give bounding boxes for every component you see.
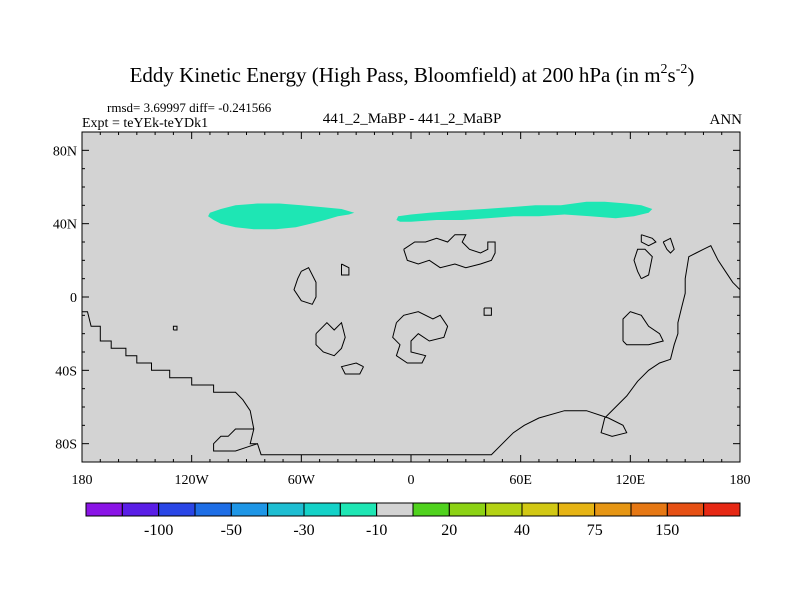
colorbar-box-11 (485, 502, 523, 517)
colorbar-box-0 (85, 502, 123, 517)
case-label: 441_2_MaBP - 441_2_MaBP (323, 111, 502, 127)
colorbar-box-9 (412, 502, 450, 517)
y-tick-label-4: 80S (55, 438, 77, 453)
colorbar-box-13 (557, 502, 596, 517)
colorbar-box-15 (630, 502, 668, 517)
season-label: ANN (710, 112, 743, 128)
coastlines (82, 234, 741, 456)
colorbar-label-3: -10 (366, 522, 387, 539)
x-tick-label-2: 60W (288, 473, 316, 488)
colorbar-box-7 (339, 502, 378, 517)
colorbar-box-12 (521, 502, 559, 517)
coastline-11 (640, 234, 657, 247)
x-tick-label-1: 120W (175, 473, 210, 488)
y-tick-label-3: 40S (55, 364, 77, 379)
coastline-13 (172, 325, 178, 331)
coastline-4 (662, 237, 675, 254)
coastline-7 (340, 362, 364, 375)
y-axis: 80N 40N 0 40S 80S (53, 144, 740, 453)
chart-title-main: Eddy Kinetic Energy (High Pass, Bloomfie… (130, 63, 661, 87)
experiment-label: Expt = teYEk-teYDk1 (82, 116, 208, 131)
coastline-0 (82, 311, 258, 445)
colorbar-box-16 (666, 502, 705, 517)
coastline-10 (341, 263, 350, 276)
colorbar-label-5: 40 (514, 522, 530, 539)
chart-title-sup1: 2 (661, 62, 668, 77)
chart-title: Eddy Kinetic Energy (High Pass, Bloomfie… (130, 62, 695, 87)
y-tick-label-2: 0 (70, 291, 77, 306)
colorbar-label-4: 20 (441, 522, 457, 539)
colorbar-label-7: 150 (655, 522, 679, 539)
colorbar-box-10 (448, 502, 487, 517)
colorbar-label-2: -30 (293, 522, 314, 539)
coastline-12 (483, 307, 492, 316)
colorbar-box-6 (303, 502, 341, 517)
coastline-9 (403, 234, 496, 269)
anomaly-region-anomaly-northeast (396, 201, 653, 222)
x-tick-label-4: 60E (509, 473, 532, 488)
map-area (81, 131, 741, 463)
colorbar-label-1: -50 (221, 522, 242, 539)
anomaly-region-anomaly-northwest (208, 203, 355, 230)
y-tick-label-1: 40N (53, 218, 77, 233)
coastline-8 (392, 311, 449, 364)
x-tick-label-6: 180 (730, 473, 751, 488)
x-tick-label-0: 180 (72, 473, 93, 488)
colorbar: -100 -50 -30 -10 20 40 75 150 (85, 502, 741, 539)
colorbar-label-6: 75 (587, 522, 603, 539)
x-tick-label-5: 120E (616, 473, 646, 488)
coastline-5 (293, 267, 317, 305)
chart-title-mid: s (668, 63, 676, 87)
coastline-3 (633, 248, 653, 280)
map-background (82, 132, 740, 462)
x-tick-label-3: 0 (408, 473, 415, 488)
coastline-1 (213, 245, 741, 456)
colorbar-box-1 (121, 502, 160, 517)
colorbar-box-14 (594, 502, 632, 517)
anomaly-regions (208, 201, 653, 230)
colorbar-box-5 (267, 502, 305, 517)
y-tick-label-0: 80N (53, 144, 77, 159)
stats-label: rmsd= 3.69997 diff= -0.241566 (107, 100, 272, 115)
coastline-6 (315, 321, 346, 357)
colorbar-box-3 (194, 502, 232, 517)
chart-title-close: ) (687, 63, 694, 87)
colorbar-box-4 (230, 502, 269, 517)
coastline-2 (622, 311, 664, 346)
colorbar-box-2 (158, 502, 196, 517)
colorbar-label-0: -100 (144, 522, 173, 539)
chart-title-sup2: -2 (676, 62, 688, 77)
colorbar-box-17 (703, 502, 741, 517)
colorbar-box-8 (376, 502, 414, 517)
x-axis: 180 120W 60W 0 60E 120E 180 (72, 132, 751, 488)
